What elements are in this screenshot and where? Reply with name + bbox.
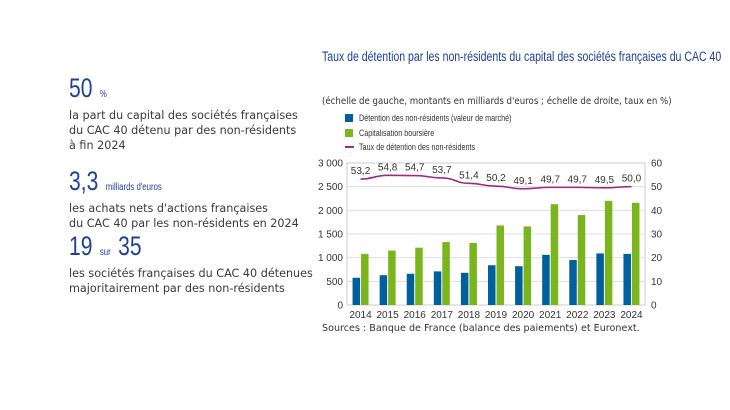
bar-capitalisation [550,204,559,305]
x-tick-label: 2022 [566,310,589,321]
chart-source: Sources : Banque de France (balance des … [322,323,640,334]
data-label: 50,2 [486,173,506,184]
key-figure-3: 19 sur 35 les sociétés françaises du CAC… [69,232,313,296]
bar-capitalisation [469,242,477,305]
legend-swatch [345,114,353,123]
kf3-value: 19 [69,231,93,261]
y-left-tick-label: 1 500 [318,230,343,241]
data-label: 50,0 [622,174,642,185]
line-taux [360,174,632,190]
legend-item: Taux de détention des non-résidents [345,140,550,155]
y-left-tick-label: 2 500 [318,182,343,193]
y-left-tick-label: 3 000 [318,159,343,170]
y-left-tick-label: 500 [326,277,343,288]
y-left-tick-label: 1 000 [318,253,343,264]
y-right-tick-label: 40 [651,206,663,217]
bar-capitalisation [523,226,532,305]
legend-label: Détention des non-résidents (valeur de m… [359,113,512,124]
x-tick-label: 2017 [431,310,454,321]
bar-detention [542,254,550,305]
y-right-tick-label: 50 [651,182,663,193]
legend-label: Taux de détention des non-résidents [359,142,476,153]
kf2-value: 3,3 [69,166,99,196]
bar-detention [569,260,577,305]
x-tick-label: 2016 [404,310,427,321]
y-right-tick-label: 10 [651,277,663,288]
data-label: 51,4 [459,170,479,181]
bar-capitalisation [388,250,396,305]
bar-capitalisation [496,225,504,305]
kf2-unit: milliards d'euros [105,182,162,193]
data-label: 49,7 [568,174,588,185]
data-label: 49,5 [595,175,615,186]
legend: Détention des non-résidents (valeur de m… [345,111,550,155]
x-tick-label: 2018 [458,310,481,321]
data-label: 54,8 [378,162,398,173]
x-tick-label: 2023 [593,310,616,321]
data-label: 49,7 [540,174,560,185]
bar-capitalisation [577,215,586,305]
bar-detention [596,253,604,305]
bar-capitalisation [604,200,613,305]
y-left-tick-label: 2 000 [318,206,343,217]
chart-subtitle: (échelle de gauche, montants en milliard… [322,96,672,107]
legend-item: Capitalisation boursière [345,126,550,141]
data-label: 53,2 [351,166,371,177]
kf3-line: les sociétés françaises du CAC 40 détenu… [69,267,313,280]
kf3-line: majoritairement par des non-résidents [69,282,285,295]
chart: 0 500 1 000 1 500 2 000 2 500 3 000 0 10 20 30 40 50… [318,159,663,322]
bar-detention [460,272,469,305]
legend-swatch [345,146,354,149]
bar-detention [379,275,388,305]
x-tick-label: 2020 [512,310,535,321]
kf3-unit: sur [99,247,111,258]
x-tick-label: 2021 [539,310,562,321]
bar-detention [433,271,442,305]
kf1-line: la part du capital des sociétés français… [69,109,298,122]
chart-title: Taux de détention par les non-résidents … [322,49,722,64]
x-tick-label: 2014 [349,310,372,321]
x-tick-label: 2015 [377,310,400,321]
x-tick-label: 2019 [485,310,508,321]
kf2-line: du CAC 40 par les non-résidents en 2024 [69,217,299,230]
kf2-line: les achats nets d'actions françaises [69,202,268,215]
kf1-value: 50 [69,73,93,103]
data-label: 53,7 [432,165,452,176]
bar-capitalisation [415,247,423,305]
y-right-tick-label: 60 [651,159,663,170]
y-right-tick-label: 0 [651,301,657,312]
bar-capitalisation [442,242,450,305]
data-label: 49,1 [513,176,533,187]
y-right-tick-label: 20 [651,253,663,264]
data-label: 54,7 [405,163,425,174]
y-left-tick-label: 0 [337,301,343,312]
bar-detention [406,273,415,305]
kf1-line: du CAC 40 détenu par des non-résidents [69,124,297,137]
bar-detention [352,277,361,305]
bar-capitalisation [631,202,640,305]
kf3-value2: 35 [118,231,142,261]
bar-detention [488,265,496,305]
key-figure-2: 3,3 milliards d'euros les achats nets d'… [69,167,299,231]
bar-capitalisation [361,253,369,305]
bar-detention [515,266,523,305]
bar-detention [623,253,631,305]
kf1-line: à fin 2024 [69,139,126,152]
kf1-unit: % [99,89,107,100]
y-right-tick-label: 30 [651,230,663,241]
legend-swatch [345,128,353,137]
legend-label: Capitalisation boursière [359,127,435,138]
legend-item: Détention des non-résidents (valeur de m… [345,111,550,126]
x-tick-label: 2024 [620,310,643,321]
key-figure-1: 50 % la part du capital des sociétés fra… [69,74,298,153]
